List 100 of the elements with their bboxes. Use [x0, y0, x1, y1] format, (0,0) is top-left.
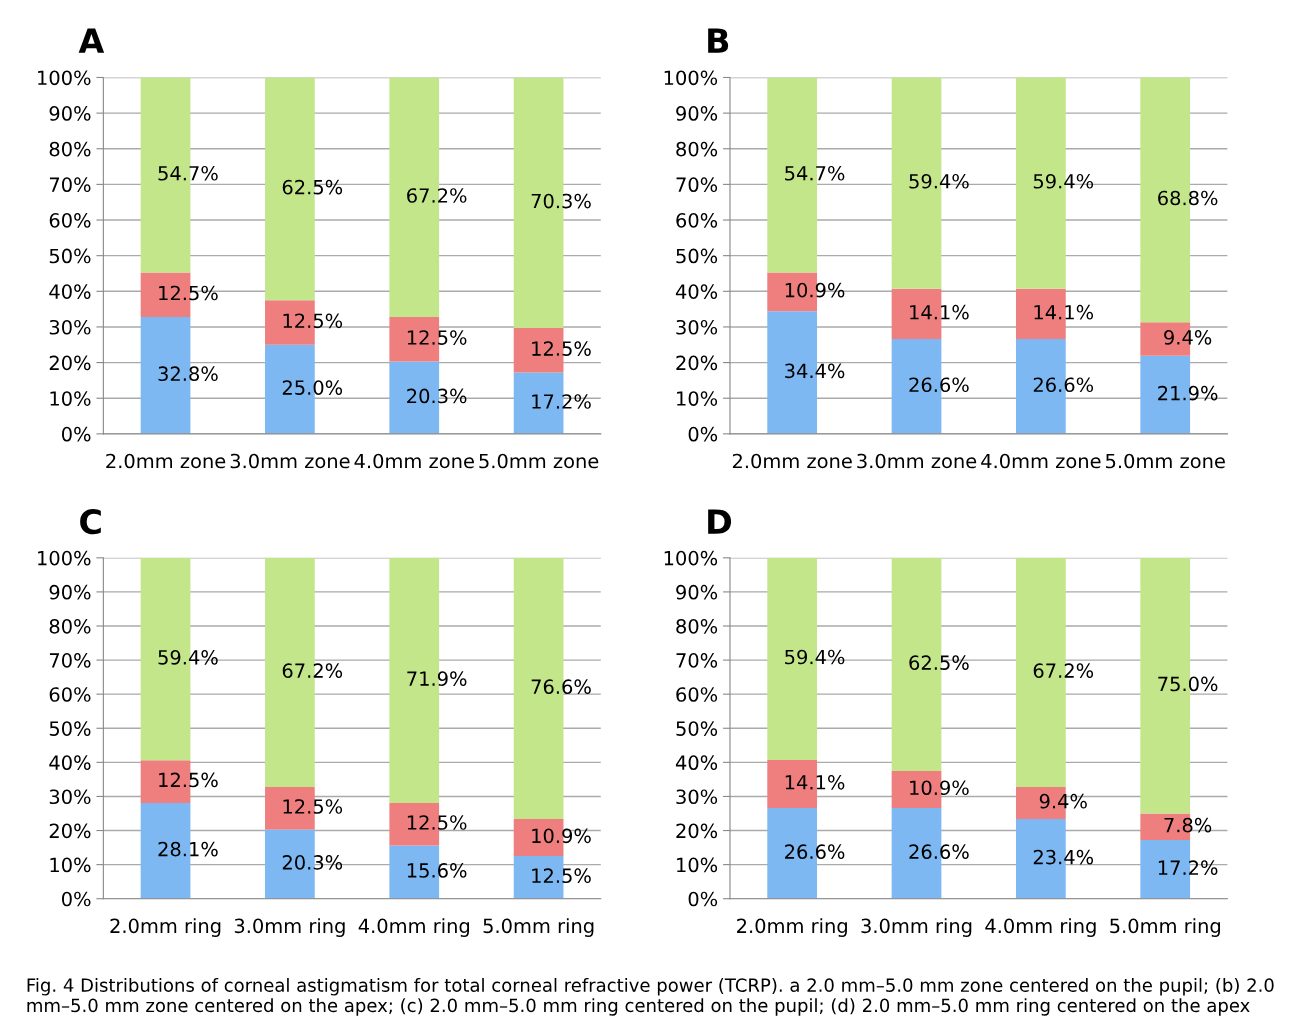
data-label: 54.7% — [158, 165, 218, 181]
data-label: 62.5% — [282, 179, 343, 195]
data-label: 28.1% — [158, 841, 218, 857]
x-tick-label: 5.0mm zone — [479, 453, 599, 469]
y-tick-label: 60% — [676, 212, 718, 228]
y-tick-label: 70% — [676, 177, 718, 193]
data-label: 20.3% — [407, 388, 467, 404]
x-tick-label: 3.0mm zone — [857, 453, 977, 469]
y-tick-label: 80% — [49, 141, 91, 157]
data-label: 17.2% — [532, 394, 591, 409]
x-tick-label: 4.0mm ring — [985, 918, 1096, 937]
data-label: 26.6% — [785, 844, 845, 860]
chart-title: B — [708, 28, 729, 53]
data-label: 12.5% — [407, 815, 467, 830]
x-tick-label: 4.0mm zone — [354, 453, 474, 469]
chart-title: D — [708, 509, 732, 534]
data-label: 75.0% — [1158, 676, 1218, 692]
y-tick-label: 0% — [688, 426, 718, 442]
data-label: 10.9% — [910, 780, 969, 796]
y-tick-label: 50% — [49, 248, 91, 264]
x-tick-label: 5.0mm zone — [1106, 453, 1225, 469]
y-tick-label: 20% — [49, 823, 91, 839]
y-tick-label: 60% — [49, 687, 91, 702]
data-label: 70.3% — [531, 193, 591, 209]
y-tick-label: 60% — [49, 212, 91, 228]
data-label: 59.4% — [785, 649, 845, 665]
y-tick-label: 40% — [49, 284, 91, 299]
data-label: 68.8% — [1158, 190, 1218, 206]
data-label: 26.6% — [909, 844, 969, 860]
data-label: 67.2% — [407, 188, 467, 203]
y-tick-label: 100% — [38, 550, 91, 566]
data-label: 59.4% — [1033, 173, 1094, 189]
data-label: 59.4% — [909, 173, 969, 189]
chart-title: C — [80, 509, 101, 535]
x-tick-label: 2.0mm zone — [732, 453, 852, 469]
y-tick-label: 30% — [676, 789, 718, 805]
y-tick-label: 20% — [676, 355, 718, 371]
data-label: 54.7% — [785, 165, 845, 181]
x-tick-label: 3.0mm ring — [861, 918, 972, 937]
data-label: 62.5% — [909, 655, 969, 670]
data-label: 14.1% — [785, 774, 845, 790]
y-tick-label: 100% — [38, 70, 91, 86]
data-label: 71.9% — [407, 671, 467, 687]
data-label: 12.5% — [159, 285, 218, 301]
data-label: 25.0% — [282, 380, 343, 395]
data-label: 23.4% — [1033, 849, 1094, 865]
y-tick-label: 0% — [688, 891, 718, 907]
data-label: 14.1% — [1034, 304, 1094, 320]
data-label: 15.6% — [407, 863, 467, 878]
y-tick-label: 10% — [50, 857, 91, 873]
data-label: 20.3% — [282, 855, 343, 870]
data-label: 67.2% — [282, 663, 343, 678]
y-tick-label: 30% — [49, 319, 91, 335]
data-label: 12.5% — [283, 799, 343, 814]
chart-title: A — [78, 28, 105, 53]
data-label: 7.8% — [1164, 817, 1212, 833]
y-tick-label: 100% — [664, 550, 718, 566]
data-label: 26.6% — [909, 377, 969, 393]
y-tick-label: 80% — [49, 618, 91, 634]
data-label: 9.4% — [1039, 793, 1087, 809]
y-tick-label: 90% — [676, 106, 718, 121]
y-tick-label: 50% — [676, 721, 718, 736]
y-tick-label: 90% — [49, 106, 91, 121]
data-label: 10.9% — [785, 282, 845, 298]
y-tick-label: 70% — [49, 653, 91, 668]
y-tick-label: 70% — [49, 177, 91, 193]
y-tick-label: 80% — [676, 141, 718, 157]
y-tick-label: 40% — [675, 284, 718, 299]
y-tick-label: 70% — [676, 653, 718, 668]
x-tick-label: 4.0mm ring — [358, 918, 470, 937]
data-label: 12.5% — [532, 341, 591, 356]
x-tick-label: 2.0mm ring — [737, 918, 847, 937]
data-label: 10.9% — [532, 828, 591, 844]
caption: Fig. 4 Distributions of corneal astigmatism for total corneal refractive power (TCRP). a 2.0 mm–5.0 mm zone centered on the pupil; (b) 2.0 mm–5.0 mm zone centered on the apex; (c) 2.0 mm–5.0 mm ring centered on the pupil; (d) 2.0 mm–5.0 mm ring centered on the apex — [27, 978, 1274, 1016]
y-tick-label: 90% — [49, 584, 91, 600]
data-label: 76.6% — [531, 679, 591, 695]
y-tick-label: 30% — [676, 319, 718, 335]
data-label: 12.5% — [532, 868, 591, 884]
y-tick-label: 0% — [61, 426, 91, 442]
y-tick-label: 30% — [49, 789, 91, 805]
y-tick-label: 80% — [676, 618, 718, 634]
x-tick-label: 3.0mm ring — [234, 918, 345, 937]
y-tick-label: 0% — [61, 891, 91, 907]
y-tick-label: 50% — [676, 248, 718, 264]
x-tick-label: 3.0mm zone — [230, 453, 350, 469]
data-label: 67.2% — [1033, 663, 1094, 678]
y-tick-label: 60% — [676, 687, 718, 702]
data-label: 59.4% — [158, 650, 218, 665]
x-tick-label: 2.0mm ring — [110, 918, 221, 937]
data-label: 12.5% — [159, 772, 218, 788]
x-tick-label: 4.0mm zone — [981, 453, 1101, 469]
data-label: 12.5% — [283, 313, 343, 329]
y-tick-label: 100% — [664, 70, 718, 86]
data-label: 14.1% — [910, 304, 969, 320]
y-tick-label: 10% — [677, 391, 718, 406]
data-label: 9.4% — [1164, 330, 1212, 345]
y-tick-label: 10% — [677, 857, 718, 873]
data-label: 12.5% — [407, 330, 467, 345]
y-tick-label: 50% — [49, 721, 91, 736]
y-tick-label: 90% — [676, 584, 718, 600]
